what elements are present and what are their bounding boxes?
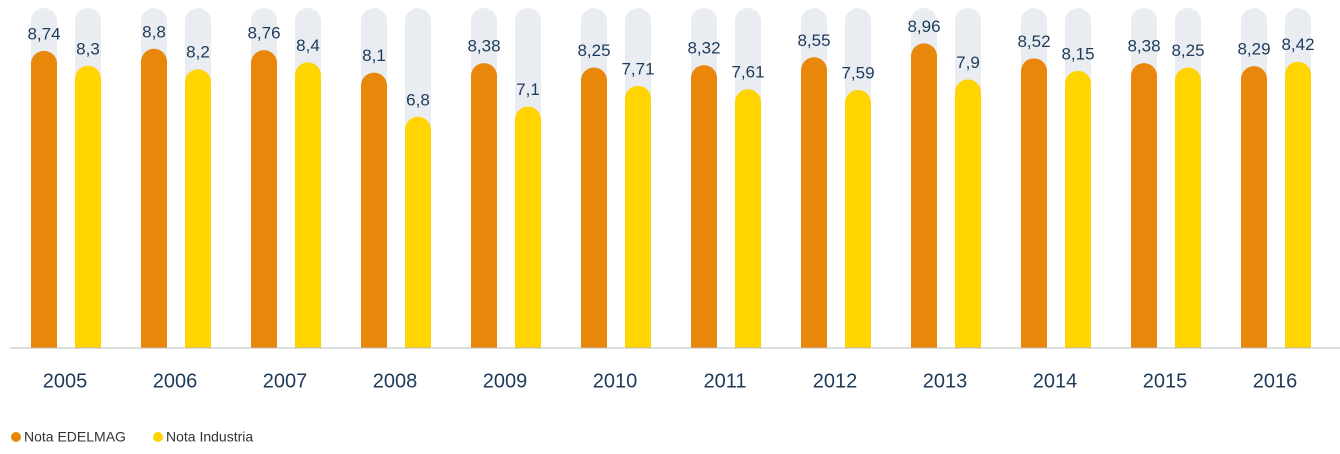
bar [1175,67,1201,348]
x-tick-label: 2008 [373,370,418,392]
bar [845,89,871,348]
bar [295,62,321,349]
bar [691,65,717,349]
bar [801,57,827,348]
bar [735,89,761,348]
x-tick-label: 2005 [43,370,88,392]
bar [75,65,101,349]
value-label: 8,38 [467,37,500,56]
value-label: 8,74 [27,24,60,43]
x-tick-label: 2014 [1033,370,1078,392]
bar [581,67,608,348]
value-label: 7,61 [731,63,764,82]
value-label: 8,52 [1017,32,1050,51]
x-tick-label: 2012 [813,370,858,392]
value-label: 8,2 [186,43,210,62]
x-tick-label: 2015 [1143,370,1188,392]
value-label: 8,25 [577,41,610,60]
legend-marker [11,432,21,442]
x-tick-label: 2011 [703,370,746,392]
legend-label: Nota Industria [166,429,253,445]
value-label: 8,42 [1281,35,1314,54]
value-label: 7,1 [516,80,540,99]
bar [515,106,541,348]
bar [1241,66,1267,348]
value-label: 8,32 [687,39,720,58]
bar [1021,58,1047,348]
value-label: 7,71 [621,59,654,78]
bar [471,63,497,348]
value-label: 8,8 [142,22,166,41]
value-label: 8,4 [296,36,320,55]
bar [31,50,57,349]
x-tick-label: 2013 [923,370,968,392]
x-tick-label: 2007 [263,370,308,392]
x-tick-label: 2006 [153,370,198,392]
bar [185,69,211,348]
value-label: 8,25 [1171,41,1204,60]
x-tick-label: 2016 [1253,370,1298,392]
bar [625,85,651,349]
value-label: 8,15 [1061,44,1094,63]
value-label: 8,96 [907,17,940,36]
bar [251,50,277,348]
value-label: 8,55 [797,31,830,50]
bar [1131,63,1157,348]
value-label: 7,9 [956,53,980,72]
legend-label: Nota EDELMAG [24,429,126,445]
value-label: 8,38 [1127,37,1160,56]
bar [361,72,387,348]
bar [911,43,937,348]
value-label: 8,29 [1237,40,1270,59]
legend-marker [153,432,163,442]
value-label: 8,76 [247,24,280,43]
bar [1065,70,1091,349]
value-label: 8,3 [76,39,100,58]
bar [405,116,431,348]
bar [1285,61,1311,349]
bar [141,48,167,349]
x-tick-label: 2010 [593,370,638,392]
value-label: 6,8 [406,90,430,109]
bar [955,79,981,348]
value-label: 8,1 [362,46,386,65]
x-tick-label: 2009 [483,370,528,392]
value-label: 7,59 [841,63,874,82]
